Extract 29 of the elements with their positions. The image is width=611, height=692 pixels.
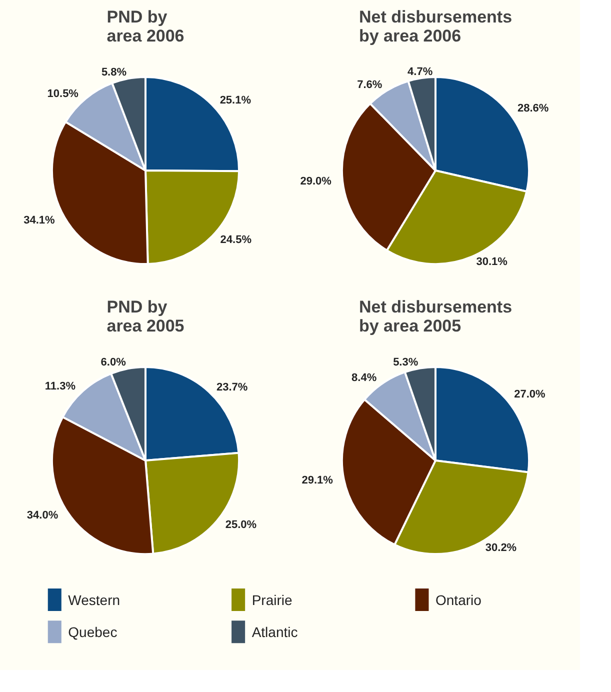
chart-title: Net disbursements by area 2005 bbox=[358, 298, 512, 336]
data-label: 5.8% bbox=[101, 66, 127, 79]
data-label: 23.7% bbox=[216, 381, 248, 394]
data-label: 27.0% bbox=[514, 388, 546, 401]
legend-label: Western bbox=[68, 592, 120, 608]
data-label: 4.7% bbox=[408, 66, 433, 78]
data-label: 34.1% bbox=[24, 214, 56, 226]
data-label: 30.2% bbox=[485, 542, 517, 554]
data-label: 7.6% bbox=[357, 78, 382, 91]
data-label: 29.0% bbox=[300, 176, 332, 188]
data-label: 6.0% bbox=[100, 356, 126, 369]
data-label: 10.5% bbox=[47, 88, 79, 100]
chart-title: PND by area 2005 bbox=[106, 298, 184, 336]
legend-label: Quebec bbox=[68, 624, 118, 640]
data-label: 11.3% bbox=[44, 380, 76, 392]
data-label: 8.4% bbox=[352, 372, 377, 384]
chart-title: Net disbursements by area 2006 bbox=[358, 8, 512, 46]
legend-label: Atlantic bbox=[252, 624, 298, 640]
data-label: 24.5% bbox=[220, 234, 252, 246]
chart-title: PND by area 2006 bbox=[106, 8, 184, 46]
data-label: 34.0% bbox=[26, 509, 58, 522]
data-label: 25.0% bbox=[225, 518, 257, 531]
data-label: 25.1% bbox=[220, 94, 252, 106]
data-label: 30.1% bbox=[476, 256, 508, 268]
legend-label: Prairie bbox=[252, 592, 292, 608]
data-label: 29.1% bbox=[302, 474, 334, 487]
legend-label: Ontario bbox=[436, 592, 482, 608]
data-label: 5.3% bbox=[393, 356, 418, 368]
data-label: 28.6% bbox=[517, 102, 549, 114]
